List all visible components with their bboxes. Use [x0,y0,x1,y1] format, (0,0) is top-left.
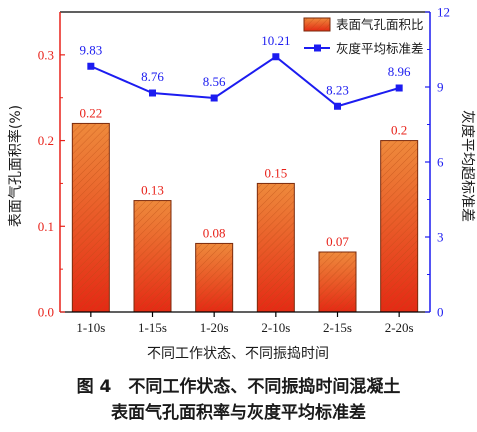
bar-value-label: 0.22 [79,105,102,120]
line-point-2-10s [272,53,280,61]
y2-tick-label: 3 [437,230,444,245]
figure-caption-line2: 表面气孔面积率与灰度平均标准差 [111,403,366,423]
y-tick-label: 0.2 [38,133,54,148]
bar-value-label: 0.15 [264,165,287,180]
legend-bar-swatch [303,17,331,32]
y2-tick-label: 6 [437,155,444,170]
line-value-label: 8.76 [141,69,164,84]
y2-tick-label: 9 [437,80,444,95]
line-value-label: 10.21 [261,33,290,48]
line-value-label: 8.96 [388,64,411,79]
axes-layer: 0.0 0.1 0.2 0.3 0 3 6 9 12 1-10s 1-15s 1-20s 2-10s 2-… [38,5,450,336]
line-layer: 9.83 8.76 8.56 10.21 8.23 8.96 [79,33,411,110]
bar-hatch [133,200,172,313]
y-tick-label: 0.0 [38,305,54,320]
bar-value-label: 0.07 [326,234,349,249]
bar-2-10s [256,182,295,313]
figure-caption-line1: 图 4 不同工作状态、不同振捣时间混凝土 [76,377,401,397]
bar-hatch [195,242,234,313]
y-tick-label: 0.1 [38,219,54,234]
bar-hatch [318,251,357,313]
bar-value-label: 0.08 [203,225,226,240]
x-tick-label: 1-15s [138,320,167,335]
y-tick-label: 0.3 [38,47,54,62]
line-value-label: 8.23 [326,82,349,97]
x-axis-title: 不同工作状态、不同振捣时间 [147,345,329,362]
legend-line-label: 灰度平均标准差 [336,41,424,56]
line-point-1-20s [210,94,218,102]
x-tick-label: 1-20s [200,320,229,335]
x-tick-label: 1-10s [76,320,105,335]
x-tick-label: 2-20s [385,320,414,335]
bar-2-20s [380,140,419,313]
line-series-gray-std [90,55,400,108]
legend-line-marker [314,44,321,52]
bar-1-20s [195,242,234,313]
line-value-label: 9.83 [79,42,102,57]
bar-hatch [71,122,110,313]
bar-1-15s [133,200,172,313]
line-value-label: 8.56 [203,74,226,89]
bars-layer: 0.22 0.13 0.08 0.15 0.07 0.2 [71,105,419,313]
dual-axis-chart: 0.220.130.080.150.070.2 9.838.76 8.5610.2… [7,5,475,363]
y-axis-title: 表面气孔面积率(%) [7,105,24,227]
line-point-1-10s [87,62,95,70]
bar-2-15s [318,251,357,313]
x-tick-label: 2-10s [261,320,290,335]
bar-value-label: 0.2 [391,123,407,138]
bar-hatch [380,140,419,313]
bar-1-10s [71,122,110,313]
legend-bar-label: 表面气孔面积比 [336,17,424,32]
y2-tick-label: 0 [437,305,444,320]
y2-tick-label: 12 [437,5,450,20]
bar-value-label: 0.13 [141,183,164,198]
y2-axis-title: 灰度平均超标准差 [459,110,475,222]
line-point-2-15s [334,102,341,110]
line-point-2-20s [395,84,403,92]
x-tick-label: 2-15s [323,320,352,335]
line-point-1-15s [149,89,156,97]
bar-hatch [256,182,295,313]
